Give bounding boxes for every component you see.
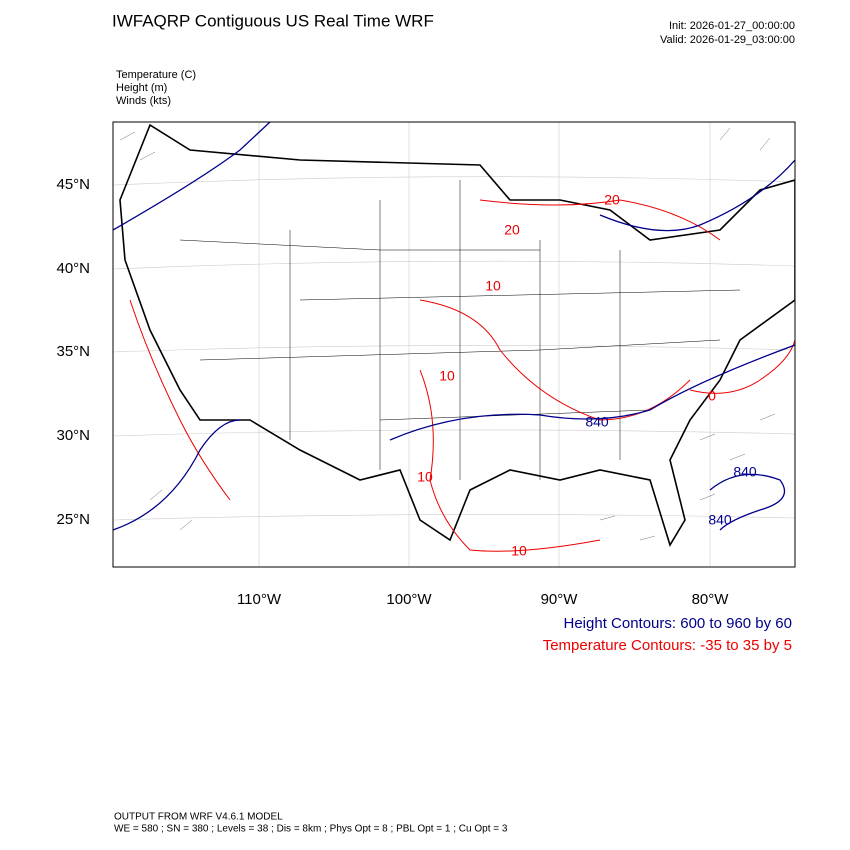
contour-label: 20: [604, 192, 620, 208]
temperature-legend: Temperature Contours: -35 to 35 by 5: [543, 637, 792, 654]
title: IWFAQRP Contiguous US Real Time WRF: [112, 11, 434, 30]
lon-label: 90°W: [541, 591, 579, 608]
footer-line: OUTPUT FROM WRF V4.6.1 MODEL: [114, 812, 283, 823]
height-contours: [113, 122, 795, 531]
lat-label: 25°N: [56, 511, 90, 528]
field-label: Height (m): [116, 82, 167, 94]
graticule: [113, 122, 795, 567]
us-outline: [119, 123, 795, 547]
temperature-contours: [129, 199, 795, 552]
lat-label: 40°N: [56, 260, 90, 277]
lat-label: 45°N: [56, 176, 90, 193]
init-time: Init: 2026-01-27_00:00:00: [669, 20, 795, 32]
contour-label: 840: [585, 414, 609, 430]
wind-barbs: [119, 127, 776, 541]
lat-label: 35°N: [56, 343, 90, 360]
valid-time: Valid: 2026-01-29_03:00:00: [660, 34, 795, 46]
lon-label: 110°W: [237, 591, 282, 608]
field-label: Winds (kts): [116, 95, 171, 107]
contour-label: 0: [708, 388, 716, 404]
contour-label: 10: [417, 469, 433, 485]
lon-label: 80°W: [692, 591, 730, 608]
contour-label: 10: [439, 368, 455, 384]
contour-label: 10: [485, 278, 501, 294]
map-frame: [112, 121, 796, 568]
map-labels: 45°N 40°N 35°N 30°N 25°N 110°W 100°W 90°W 80°W 20…: [56, 176, 756, 608]
contour-label: 840: [708, 512, 732, 528]
contour-label: 840: [733, 464, 757, 480]
footer-line: WE = 580 ; SN = 380 ; Levels = 38 ; Dis …: [114, 824, 508, 835]
state-lines: [179, 180, 741, 480]
lon-label: 100°W: [386, 591, 432, 608]
contour-label: 10: [511, 543, 527, 559]
lat-label: 30°N: [56, 427, 90, 444]
field-label: Temperature (C): [116, 69, 196, 81]
map: [112, 121, 796, 568]
height-legend: Height Contours: 600 to 960 by 60: [564, 615, 793, 632]
contour-label: 20: [504, 222, 520, 238]
